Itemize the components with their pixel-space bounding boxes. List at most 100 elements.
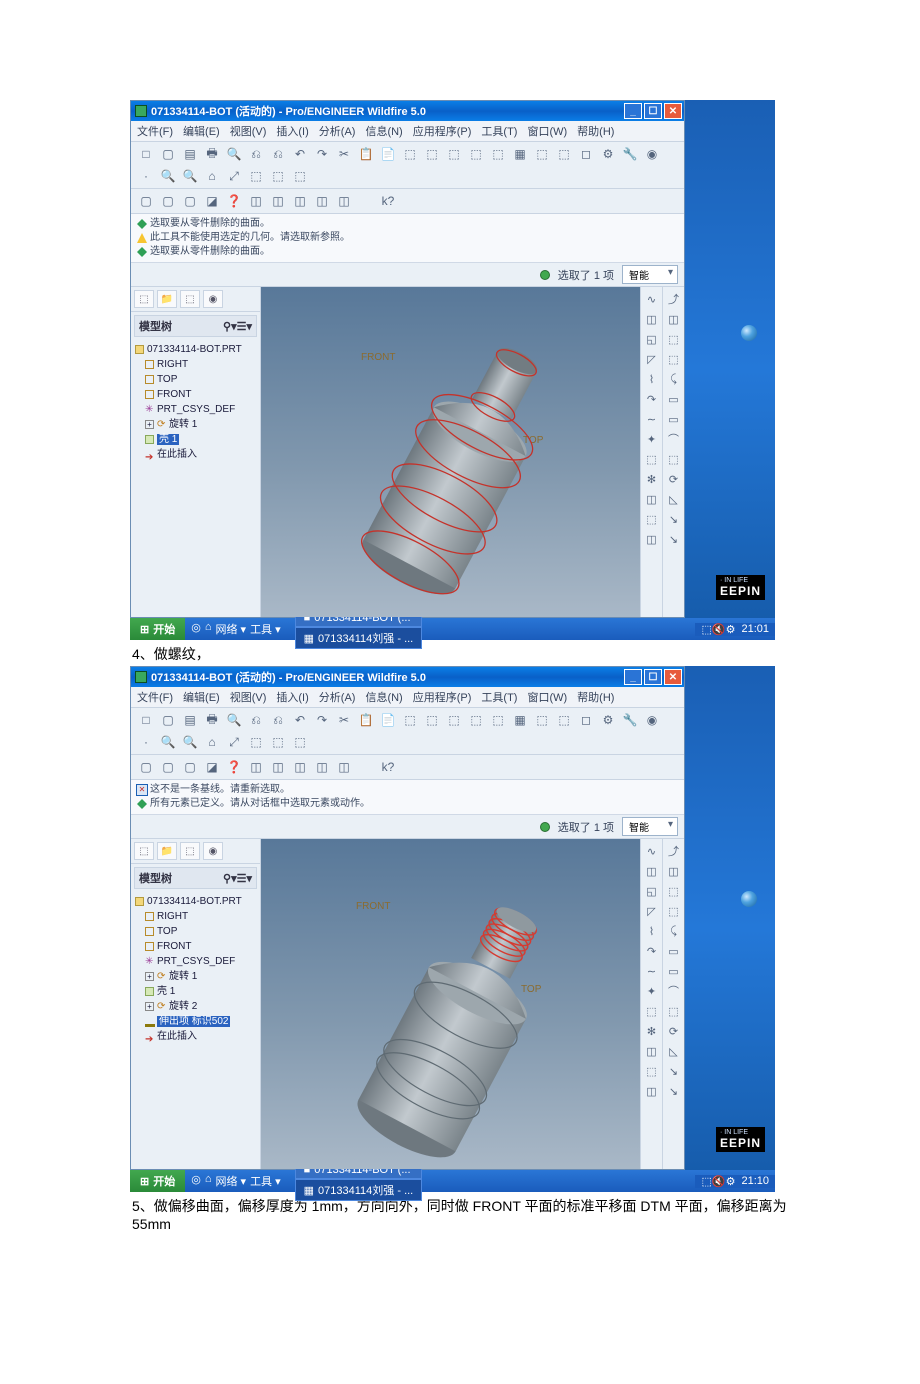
side-tab[interactable]: 📁	[157, 842, 177, 860]
task-button[interactable]: ▦071334114刘强 - ...	[295, 627, 423, 649]
toolbar-button[interactable]: ⎌	[269, 711, 287, 729]
menu-item[interactable]: 帮助(H)	[577, 689, 614, 705]
side-tab[interactable]: ◉	[203, 290, 223, 308]
toolbar-button[interactable]: 🔍	[181, 733, 199, 751]
maximize-button[interactable]: ☐	[644, 669, 662, 685]
menu-item[interactable]: 视图(V)	[230, 689, 267, 705]
item[interactable]: 工具 ▾	[250, 621, 281, 637]
toolbar-button[interactable]: 📋	[357, 145, 375, 163]
tree-item[interactable]: ➔ 在此插入	[135, 447, 256, 462]
toolbar-button[interactable]: ◻	[577, 145, 595, 163]
tool-button[interactable]: ⟳	[666, 1023, 682, 1039]
toolbar-2[interactable]: ▢▢▢◪❓◫◫◫◫◫k?	[131, 755, 684, 780]
toolbar-button[interactable]: ⌂	[203, 167, 221, 185]
taskbar[interactable]: ⊞ 开始 ◎⌂网络 ▾工具 ▾ ■071334114-BOT (...▦0713…	[130, 618, 775, 640]
toolbar-button[interactable]: ⬚	[269, 167, 287, 185]
toolbar-button[interactable]: 🖶	[203, 711, 221, 729]
toolbar-button[interactable]: ⬚	[555, 145, 573, 163]
side-tab[interactable]: ⬚	[180, 290, 200, 308]
tree-item[interactable]: TOP	[135, 372, 256, 387]
toolbar-button[interactable]: ⬚	[247, 733, 265, 751]
menu-item[interactable]: 窗口(W)	[527, 689, 567, 705]
tool-button[interactable]: ⌒	[666, 431, 682, 447]
tree-item[interactable]: ✳ PRT_CSYS_DEF	[135, 954, 256, 969]
tree-item[interactable]: RIGHT	[135, 909, 256, 924]
toolbar-button[interactable]: 📋	[357, 711, 375, 729]
item[interactable]: 🔇	[712, 624, 726, 636]
menu-item[interactable]: 应用程序(P)	[413, 123, 472, 139]
toolbar-button[interactable]	[357, 192, 375, 210]
side-tab[interactable]: ◉	[203, 842, 223, 860]
toolbar-button[interactable]: ⬚	[489, 145, 507, 163]
side-tabs[interactable]: ⬚📁⬚◉	[131, 287, 260, 312]
toolbar-button[interactable]: ⬚	[489, 711, 507, 729]
toolbar-button[interactable]: ◫	[291, 758, 309, 776]
toolbar-button[interactable]: ⬚	[401, 145, 419, 163]
toolbar-button[interactable]: ◫	[247, 758, 265, 776]
toolbar-button[interactable]: ·	[137, 167, 155, 185]
toolbar-button[interactable]: ⬚	[533, 711, 551, 729]
menu-item[interactable]: 编辑(E)	[183, 123, 220, 139]
tree-item[interactable]: 壳 1	[135, 984, 256, 999]
toolbar-button[interactable]: ⬚	[291, 167, 309, 185]
item[interactable]: 工具 ▾	[250, 1173, 281, 1189]
toolbar-button[interactable]: ◫	[291, 192, 309, 210]
toolbar-button[interactable]: ▢	[181, 758, 199, 776]
model-tree[interactable]: 071334114-BOT.PRT RIGHT TOP FRONT✳ PRT_C…	[131, 340, 260, 617]
tree-item[interactable]: +⟳ 旋转 2	[135, 999, 256, 1014]
toolbar-button[interactable]: ▢	[181, 192, 199, 210]
toolbar-button[interactable]: ◪	[203, 192, 221, 210]
toolbar-button[interactable]: ◫	[313, 192, 331, 210]
tool-button[interactable]: ⬚	[666, 451, 682, 467]
item[interactable]: ⚙	[726, 1176, 736, 1188]
toolbar-button[interactable]	[357, 758, 375, 776]
toolbar-button[interactable]: ⚙	[599, 145, 617, 163]
tree-header-tools[interactable]: ⚲▾☰▾	[223, 872, 252, 885]
tree-item[interactable]: +⟳ 旋转 1	[135, 969, 256, 984]
toolbar-button[interactable]: ↷	[313, 711, 331, 729]
toolbar-button[interactable]: 🔍	[225, 145, 243, 163]
menu-item[interactable]: 插入(I)	[276, 123, 308, 139]
item[interactable]: ☰	[237, 873, 247, 885]
tree-item[interactable]: ✳ PRT_CSYS_DEF	[135, 402, 256, 417]
toolbar-button[interactable]: ◫	[269, 192, 287, 210]
toolbar-1[interactable]: □▢▤🖶🔍⎌⎌↶↷✂📋📄⬚⬚⬚⬚⬚▦⬚⬚◻⚙🔧◉·🔍🔍⌂⤢⬚⬚⬚	[131, 142, 684, 189]
toolbar-button[interactable]: □	[137, 711, 155, 729]
menu-item[interactable]: 工具(T)	[481, 123, 517, 139]
toolbar-button[interactable]: ▢	[137, 758, 155, 776]
toolbar-button[interactable]: ▦	[511, 145, 529, 163]
item[interactable]: ◎	[191, 1173, 201, 1189]
tool-button[interactable]: ↘	[666, 1083, 682, 1099]
selection-mode-dropdown[interactable]: 智能	[622, 265, 678, 284]
tool-button[interactable]: ↘	[666, 511, 682, 527]
toolbar-button[interactable]: ⬚	[401, 711, 419, 729]
minimize-button[interactable]: _	[624, 669, 642, 685]
tool-column-b[interactable]: ⤴◫⬚⬚⤹▭▭⌒⬚⟳◺↘↘	[662, 287, 684, 617]
toolbar-button[interactable]: ◫	[269, 758, 287, 776]
tool-button[interactable]: ⤴	[666, 843, 682, 859]
toolbar-button[interactable]: ▢	[159, 758, 177, 776]
side-tab[interactable]: ⬚	[134, 290, 154, 308]
toolbar-button[interactable]: ⤢	[225, 167, 243, 185]
toolbar-button[interactable]: ⬚	[269, 733, 287, 751]
item[interactable]: ⚲	[223, 873, 231, 885]
tool-button[interactable]: ▭	[666, 411, 682, 427]
toolbar-button[interactable]: ◫	[335, 192, 353, 210]
item[interactable]: 🔇	[712, 1176, 726, 1188]
toolbar-button[interactable]: ⬚	[467, 145, 485, 163]
quick-launch[interactable]: ◎⌂网络 ▾工具 ▾	[185, 621, 290, 637]
toolbar-button[interactable]: ◫	[313, 758, 331, 776]
tool-button[interactable]: ⌒	[666, 983, 682, 999]
close-button[interactable]: ✕	[664, 669, 682, 685]
viewport[interactable]: FRONT TOP	[261, 839, 640, 1169]
menu-item[interactable]: 帮助(H)	[577, 123, 614, 139]
item[interactable]: ⚙	[726, 624, 736, 636]
item[interactable]: ⌂	[205, 1173, 212, 1189]
toolbar-button[interactable]: ◻	[577, 711, 595, 729]
menu-item[interactable]: 编辑(E)	[183, 689, 220, 705]
tool-button[interactable]: ⟳	[666, 471, 682, 487]
toolbar-button[interactable]: ⬚	[445, 145, 463, 163]
toolbar-button[interactable]: ◉	[643, 711, 661, 729]
toolbar-button[interactable]: ⬚	[291, 733, 309, 751]
minimize-button[interactable]: _	[624, 103, 642, 119]
